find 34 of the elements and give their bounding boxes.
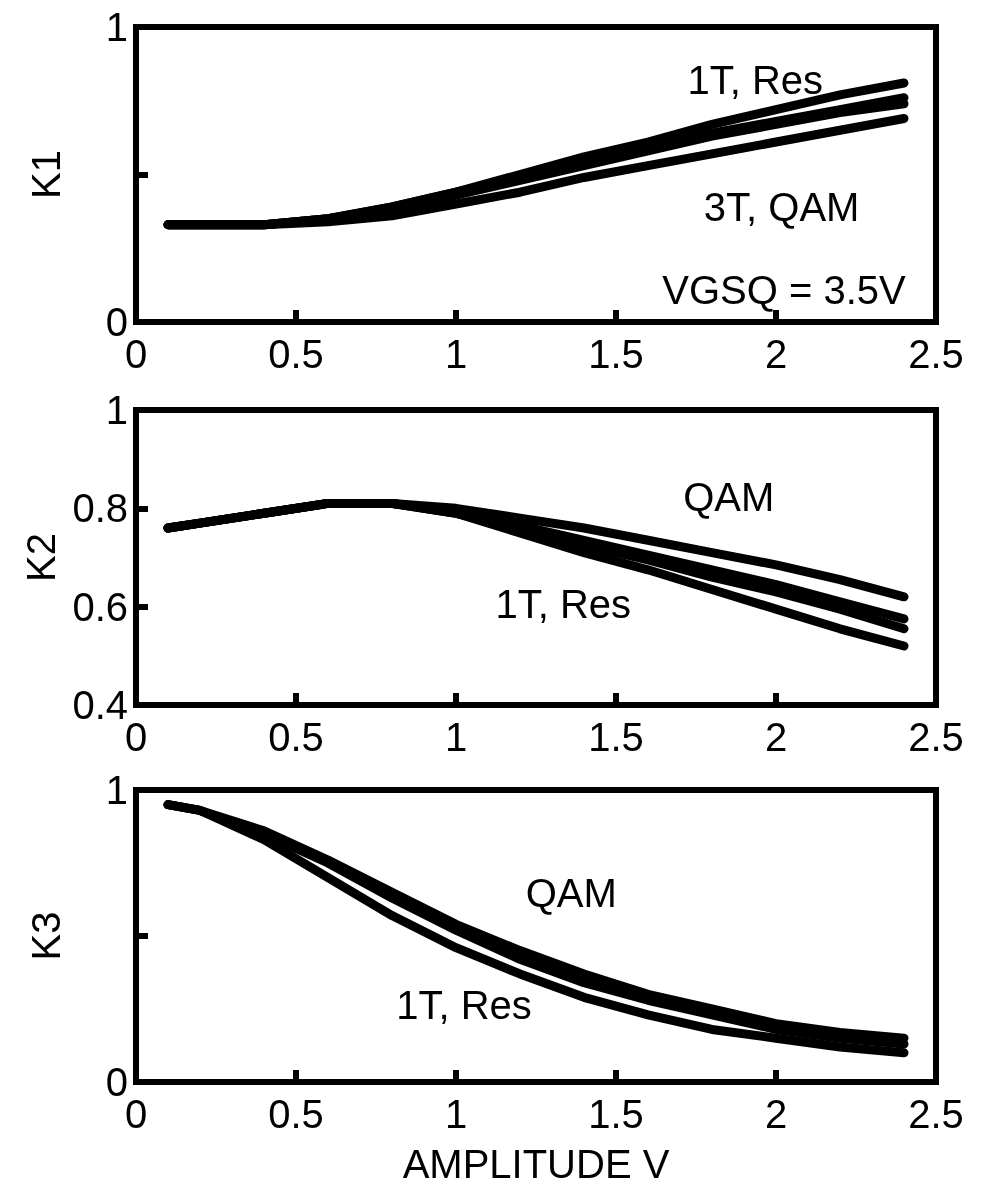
annotation: 1T, Res [687,58,823,103]
y-tick-label: 0 [105,1060,128,1104]
x-tick-label: 2 [764,715,788,759]
x-tick-label: 0.5 [268,332,324,376]
y-tick-label: 0.8 [72,486,128,531]
y-tick-label: 1 [105,388,128,432]
x-tick-label: 0.5 [268,1092,324,1136]
y-tick-label: 0 [105,300,128,344]
x-axis-title: AMPLITUDE V [402,1142,670,1186]
y-tick-label: 0.6 [72,584,128,629]
x-tick-label: 2 [764,332,788,376]
annotation: QAM [525,870,617,915]
x-tick-label: 2 [764,1092,788,1136]
y-tick-label: 1 [105,768,128,812]
x-tick-label: 1.5 [588,1092,644,1136]
y-tick-label: 0.4 [72,683,128,727]
annotation: 1T, Res [495,582,631,627]
x-tick-label: 1 [444,1092,468,1136]
y-tick-label: 1 [105,5,128,49]
x-tick-label: 0.5 [268,715,324,759]
x-tick-label: 2.5 [908,715,964,759]
x-tick-label: 1 [444,332,468,376]
x-tick-label: 1.5 [588,715,644,759]
x-tick-label: 2.5 [908,1092,964,1136]
x-tick-label: 2.5 [908,332,964,376]
y-axis-title: K2 [19,533,64,582]
annotation: QAM [683,475,775,520]
annotation: 3T, QAM [703,184,860,229]
x-tick-label: 1.5 [588,332,644,376]
annotation: 1T, Res [396,982,532,1027]
annotation: VGSQ = 3.5V [662,267,907,312]
y-axis-title: K1 [24,150,68,199]
x-tick-label: 1 [444,715,468,759]
y-axis-title: K3 [24,911,68,961]
